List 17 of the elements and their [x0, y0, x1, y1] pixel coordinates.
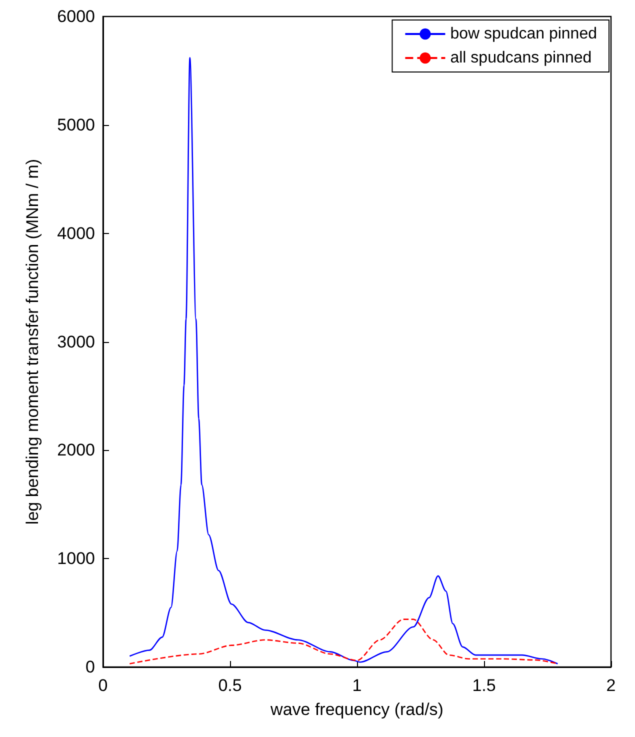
- x-tick-label: 2: [606, 676, 616, 695]
- y-tick-label: 2000: [57, 440, 95, 460]
- x-tick-label: 0: [98, 676, 108, 695]
- y-tick-label: 6000: [57, 7, 95, 26]
- x-axis-title: wave frequency (rad/s): [270, 700, 444, 719]
- line-series: [129, 618, 558, 664]
- y-tick-label: 3000: [57, 332, 95, 352]
- y-tick-label: 1000: [57, 549, 95, 568]
- y-axis-title: leg bending moment transfer function (MNm / m): [23, 158, 42, 525]
- y-tick-label: 5000: [57, 115, 95, 134]
- legend-label: all spudcans pinned: [450, 50, 592, 66]
- x-tick-label: 1.5: [472, 676, 496, 695]
- y-tick-label: 4000: [57, 224, 95, 243]
- y-tick-label: 0: [86, 658, 95, 676]
- x-tick-label: 1: [352, 676, 362, 695]
- x-tick-label: 0.5: [218, 676, 242, 695]
- legend-label: bow spudcan pinned: [450, 26, 597, 42]
